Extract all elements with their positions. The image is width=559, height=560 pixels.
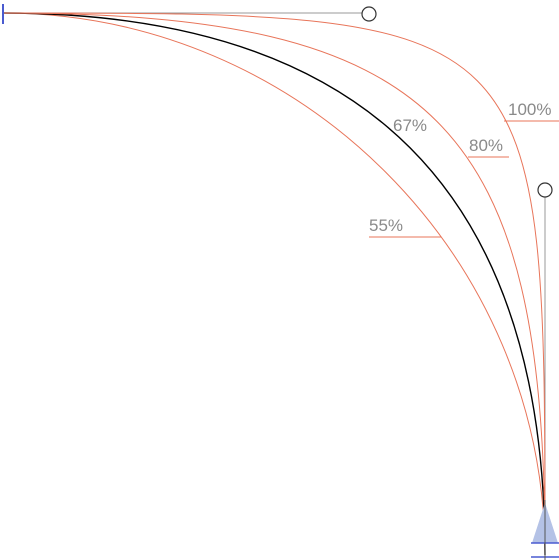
control-point-2-handle[interactable] [537,182,553,198]
label-67: 67% [393,116,427,135]
curve-100 [2,12,546,556]
end-anchor-marker[interactable] [531,500,559,560]
curve-67 [2,12,546,556]
label-55: 55% [369,216,403,235]
control-point-1-handle[interactable] [361,6,377,22]
label-80: 80% [469,136,503,155]
label-100: 100% [508,100,551,119]
curve-55 [2,12,546,556]
curve-80 [2,12,546,556]
